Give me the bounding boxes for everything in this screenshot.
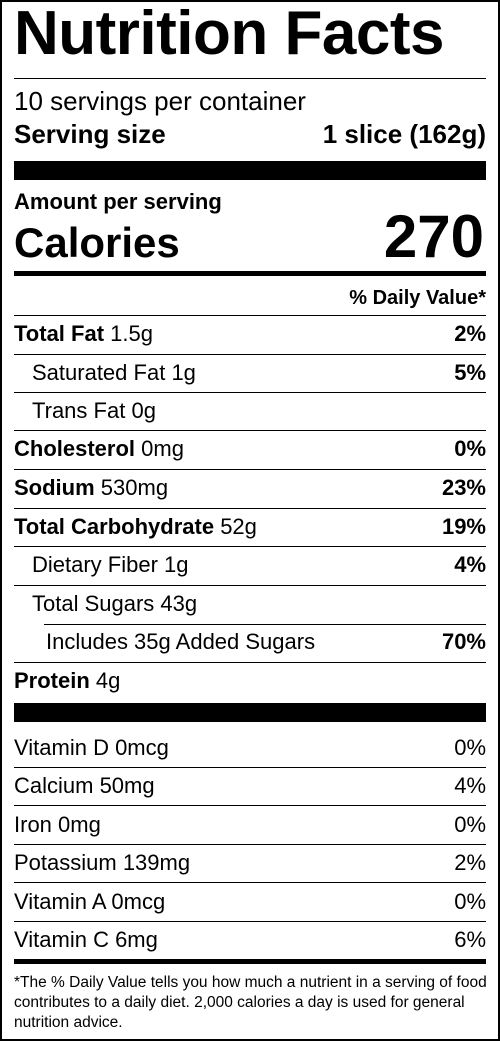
- divider: [14, 844, 486, 845]
- divider-medium: [14, 959, 486, 964]
- vitamin-name: Vitamin D 0mcg: [14, 735, 169, 760]
- divider: [14, 546, 486, 547]
- nutrient-row-includes-35g-added-sugars: Includes 35g Added Sugars 70%: [14, 629, 486, 655]
- vitamin-row-potassium: Potassium 139mg 2%: [14, 850, 486, 876]
- vitamin-row-vitamin-d: Vitamin D 0mcg 0%: [14, 735, 486, 761]
- divider-thick: [14, 161, 486, 180]
- nutrient-amount: 1.5g: [110, 321, 153, 346]
- divider: [14, 585, 486, 586]
- nutrient-name: Trans Fat 0g: [32, 398, 156, 424]
- servings-per-container: 10 servings per container: [14, 86, 306, 116]
- vitamin-daily-value: 2%: [454, 850, 486, 875]
- divider: [14, 354, 486, 355]
- nutrient-daily-value: 2%: [454, 321, 486, 346]
- nutrient-daily-value: 19%: [441, 514, 486, 539]
- nutrient-amount: 1g: [164, 552, 189, 577]
- nutrient-label: Dietary Fiber: [32, 552, 158, 577]
- divider: [14, 882, 486, 883]
- vitamin-daily-value: 0%: [454, 889, 486, 914]
- nutrient-name: Total Fat 1.5g: [14, 321, 153, 347]
- nutrient-row-total-fat: Total Fat 1.5g 2%: [14, 321, 486, 347]
- divider: [14, 805, 486, 806]
- divider: [14, 767, 486, 768]
- divider-thick: [14, 703, 486, 722]
- vitamin-daily-value: 0%: [454, 735, 486, 760]
- divider: [14, 662, 486, 663]
- nutrient-label: Sodium: [14, 475, 95, 500]
- nutrient-label: Cholesterol: [14, 436, 136, 461]
- label-title: Nutrition Facts: [14, 0, 444, 68]
- divider: [14, 315, 486, 316]
- vitamin-daily-value: 0%: [454, 812, 486, 837]
- nutrient-name: Total Sugars 43g: [32, 591, 197, 617]
- vitamin-name: Calcium 50mg: [14, 773, 155, 798]
- nutrient-daily-value: 70%: [441, 629, 486, 654]
- divider-medium: [14, 271, 486, 276]
- divider: [14, 392, 486, 393]
- nutrient-row-trans-fat: Trans Fat 0g: [14, 398, 486, 424]
- vitamin-name: Iron 0mg: [14, 812, 101, 837]
- nutrient-name: Saturated Fat 1g: [32, 360, 196, 386]
- footnote: *The % Daily Value tells you how much a …: [14, 974, 487, 1031]
- vitamin-daily-value: 4%: [454, 773, 486, 798]
- nutrient-label: Saturated Fat: [32, 360, 166, 385]
- nutrient-row-saturated-fat: Saturated Fat 1g 5%: [14, 360, 486, 386]
- nutrient-row-dietary-fiber: Dietary Fiber 1g 4%: [14, 552, 486, 578]
- nutrient-label: Total Carbohydrate: [14, 514, 215, 539]
- amount-per-serving: Amount per serving: [14, 189, 222, 214]
- nutrient-row-total-sugars: Total Sugars 43g: [14, 591, 486, 617]
- nutrient-name: Dietary Fiber 1g: [32, 552, 189, 578]
- nutrient-label: Total Sugars: [32, 591, 155, 616]
- nutrient-row-cholesterol: Cholesterol 0mg 0%: [14, 436, 486, 462]
- vitamin-name: Potassium 139mg: [14, 850, 191, 875]
- daily-value-header: % Daily Value*: [349, 287, 486, 309]
- nutrient-amount: 0g: [131, 398, 156, 423]
- nutrient-name: Protein 4g: [14, 668, 120, 694]
- divider: [14, 78, 486, 79]
- serving-size-value: 1 slice (162g): [322, 119, 486, 149]
- nutrient-amount: 1g: [171, 360, 196, 385]
- nutrient-daily-value: 5%: [454, 360, 486, 385]
- nutrient-name: Cholesterol 0mg: [14, 436, 184, 462]
- calories-value: 270: [383, 203, 484, 270]
- vitamin-row-vitamin-c: Vitamin C 6mg 6%: [14, 927, 486, 953]
- serving-size-label: Serving size: [14, 119, 166, 149]
- nutrient-label: Protein: [14, 668, 90, 693]
- nutrient-daily-value: 4%: [454, 552, 486, 577]
- nutrient-name: Total Carbohydrate 52g: [14, 514, 257, 540]
- nutrient-name: Includes 35g Added Sugars: [46, 629, 315, 655]
- nutrient-daily-value: 23%: [441, 475, 486, 500]
- nutrient-row-sodium: Sodium 530mg 23%: [14, 475, 486, 501]
- divider: [14, 430, 486, 431]
- nutrient-row-total-carbohydrate: Total Carbohydrate 52g 19%: [14, 514, 486, 540]
- nutrient-amount: 0mg: [141, 436, 184, 461]
- divider: [14, 508, 486, 509]
- vitamin-row-iron: Iron 0mg 0%: [14, 812, 486, 838]
- vitamin-row-calcium: Calcium 50mg 4%: [14, 773, 486, 799]
- divider: [14, 921, 486, 922]
- calories-label: Calories: [14, 219, 180, 266]
- divider: [14, 469, 486, 470]
- nutrient-label: Trans Fat: [32, 398, 126, 423]
- vitamin-name: Vitamin A 0mcg: [14, 889, 166, 914]
- nutrient-amount: 4g: [95, 668, 121, 693]
- nutrient-label: Total Fat: [14, 321, 105, 346]
- nutrient-amount: 52g: [220, 514, 257, 539]
- nutrient-daily-value: 0%: [454, 436, 486, 461]
- vitamin-daily-value: 6%: [454, 927, 486, 952]
- nutrient-name: Sodium 530mg: [14, 475, 168, 501]
- divider: [44, 624, 486, 625]
- nutrient-row-protein: Protein 4g: [14, 668, 486, 694]
- vitamin-name: Vitamin C 6mg: [14, 927, 158, 952]
- nutrient-amount: 43g: [160, 591, 198, 616]
- vitamin-row-vitamin-a: Vitamin A 0mcg 0%: [14, 889, 486, 915]
- nutrient-amount: 530mg: [100, 475, 169, 500]
- nutrient-label: Includes 35g Added Sugars: [46, 629, 316, 654]
